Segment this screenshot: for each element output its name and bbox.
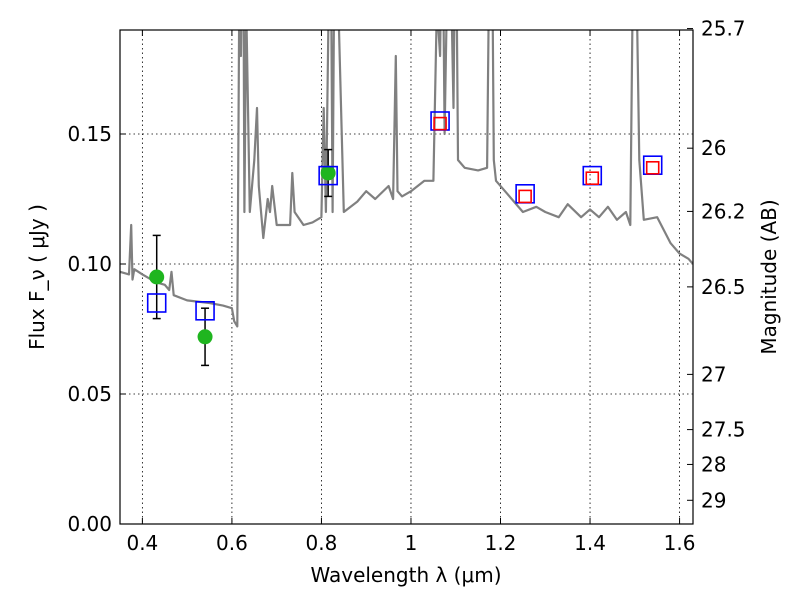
model-point-red	[433, 116, 447, 131]
x-tick-label: 0.4	[126, 531, 158, 555]
x-axis-label: Wavelength λ (μm)	[310, 563, 501, 587]
model-point-blue	[318, 165, 338, 186]
y-axis-label: Flux F_ν ( μJy )	[25, 204, 49, 350]
model-point-red	[585, 171, 600, 185]
y2-tick-label: 26	[701, 136, 726, 160]
x-tick-label: 1.2	[485, 531, 517, 555]
x-tick-label: 1.6	[664, 531, 696, 555]
model-point-red	[645, 161, 660, 175]
y-tick-label: 0.10	[67, 252, 112, 276]
plot-frame	[119, 29, 694, 525]
y2-tick-label: 25.7	[701, 17, 746, 41]
y-tick-label: 0.00	[67, 512, 112, 536]
observed-point	[197, 329, 213, 345]
axis-ticks: 0.4 0.6 0.8 1 1.2 1.4 1.6 0.00 0.05 0.10 0.15 25.7 2…	[67, 17, 745, 555]
x-tick-label: 1	[405, 531, 418, 555]
observed-point	[149, 269, 165, 285]
grid-lines	[120, 30, 693, 525]
y2-tick-label: 29	[701, 488, 726, 512]
spectrum-line	[120, 30, 693, 328]
plot-area	[120, 30, 693, 367]
y2-tick-label: 27	[701, 362, 726, 386]
y2-axis-label: Magnitude (AB)	[757, 199, 781, 354]
y-tick-label: 0.15	[67, 122, 112, 146]
x-tick-label: 1.4	[574, 531, 606, 555]
y2-tick-label: 26.2	[701, 199, 746, 223]
model-point-blue	[146, 293, 167, 313]
observed-point	[320, 165, 336, 181]
y2-tick-label: 28	[701, 452, 726, 476]
x-tick-label: 0.6	[216, 531, 248, 555]
model-point-blue	[195, 300, 215, 321]
y-tick-label: 0.05	[67, 382, 112, 406]
x-tick-label: 0.8	[306, 531, 338, 555]
y2-tick-label: 27.5	[701, 418, 746, 442]
model-point-red	[518, 189, 532, 204]
y2-tick-label: 26.5	[701, 275, 746, 299]
